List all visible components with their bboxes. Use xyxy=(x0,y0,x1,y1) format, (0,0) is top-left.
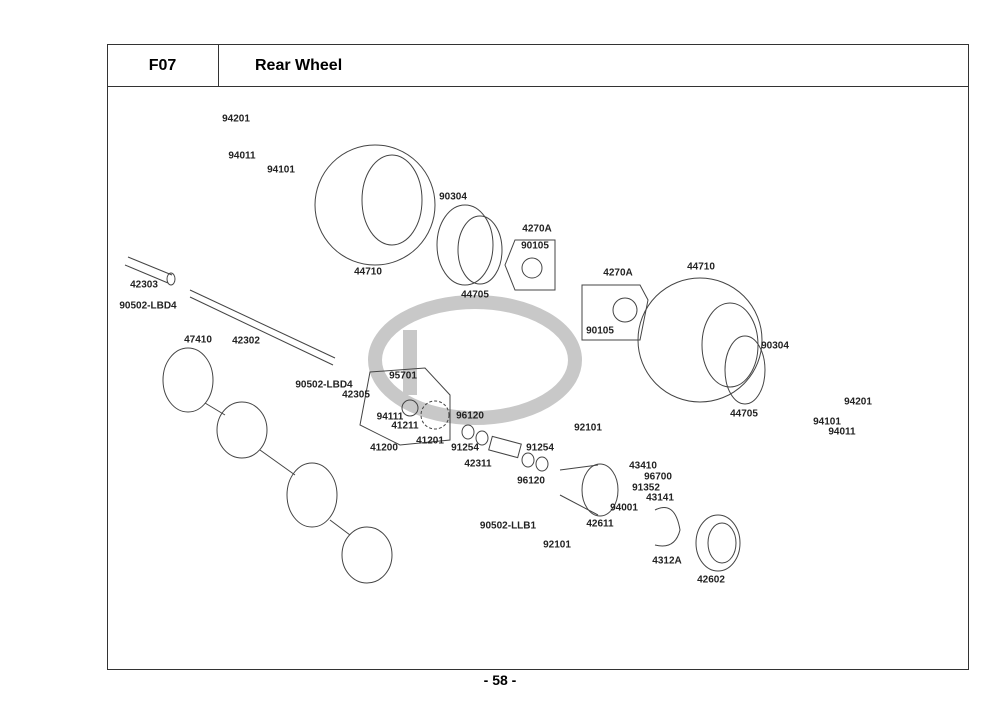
part-label: 41200 xyxy=(370,442,398,454)
part-label: 96120 xyxy=(517,475,545,487)
part-label: 4270A xyxy=(522,223,552,235)
right-tire xyxy=(637,277,763,403)
part-label: 43141 xyxy=(646,492,674,504)
part-label: 94101 xyxy=(267,164,295,176)
part-label: 44710 xyxy=(687,261,715,273)
right-hub-box xyxy=(581,284,649,341)
part-label: 90304 xyxy=(439,191,467,203)
left-rim xyxy=(436,204,503,286)
axle xyxy=(189,289,336,366)
part-label: 90105 xyxy=(521,240,549,252)
page-title: Rear Wheel xyxy=(255,56,343,74)
axle-sleeve-42303 xyxy=(124,256,176,286)
part-label: 41201 xyxy=(416,435,444,447)
part-label: 91254 xyxy=(526,442,554,454)
page-number: - 58 - xyxy=(483,672,517,688)
header-bar xyxy=(107,44,969,87)
part-label: 43410 xyxy=(629,460,657,472)
part-label: 42305 xyxy=(342,389,370,401)
section-code: F07 xyxy=(107,44,219,87)
part-label: 42311 xyxy=(464,458,492,470)
part-label: 42302 xyxy=(232,335,260,347)
hub-caps xyxy=(162,347,393,584)
part-label: 90304 xyxy=(761,340,789,352)
part-label: 47410 xyxy=(184,334,212,346)
right-rim xyxy=(724,335,766,405)
part-label: 94111 xyxy=(376,411,404,423)
part-label: 92101 xyxy=(543,539,571,551)
part-label: 91352 xyxy=(632,482,660,494)
kymco-watermark-logo xyxy=(368,295,582,425)
part-label: 90502-LBD4 xyxy=(119,300,177,312)
part-label: 90502-LBD4 xyxy=(295,379,353,391)
part-label: 44705 xyxy=(461,289,489,301)
part-label: 94011 xyxy=(828,426,856,438)
left-hub-box xyxy=(504,239,556,291)
part-label: 42602 xyxy=(697,574,725,586)
part-label: 96700 xyxy=(644,471,672,483)
part-label: 4312A xyxy=(652,555,682,567)
sprocket-box xyxy=(359,367,451,446)
part-label: 96120 xyxy=(456,410,484,422)
part-label: 4270A xyxy=(603,267,633,279)
part-label: 91254 xyxy=(451,442,479,454)
part-label: 95701 xyxy=(389,370,417,382)
part-label: 44705 xyxy=(730,408,758,420)
part-label: 90502-LLB1 xyxy=(479,520,537,532)
part-label: 42611 xyxy=(586,518,614,530)
part-label: 94201 xyxy=(222,113,250,125)
part-label: 94201 xyxy=(844,396,872,408)
brake-drum xyxy=(695,514,741,572)
left-tire xyxy=(314,144,436,266)
part-label: 94101 xyxy=(813,416,841,428)
part-label: 92101 xyxy=(574,422,602,434)
part-label: 90105 xyxy=(586,325,614,337)
hub-42611 xyxy=(559,463,619,517)
part-label: 42303 xyxy=(130,279,158,291)
part-label: 44710 xyxy=(354,266,382,278)
brake-shoe xyxy=(654,507,681,547)
bearing-parts xyxy=(461,424,549,472)
part-label: 94001 xyxy=(610,502,638,514)
part-label: 94011 xyxy=(228,150,256,162)
part-label: 41211 xyxy=(391,420,419,432)
